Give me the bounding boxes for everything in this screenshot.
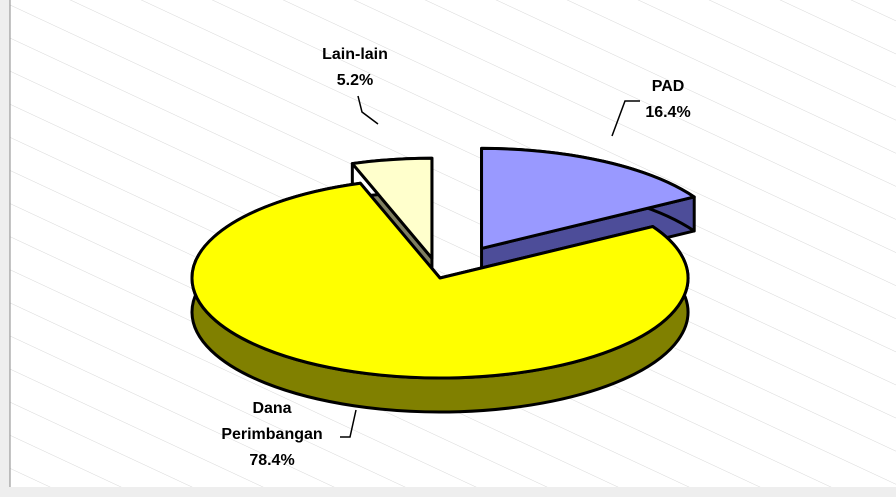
slice [350, 156, 434, 260]
label-name: Lain-lain [322, 46, 388, 63]
data-label: Lain-lain 5.2% [295, 42, 415, 94]
data-label: PAD 16.4% [618, 74, 718, 126]
slice [480, 146, 696, 250]
leader-line [340, 409, 357, 438]
label-value: 5.2% [336, 72, 374, 89]
label-value: 16.4% [645, 104, 691, 121]
data-label: Dana Perimbangan 78.4% [207, 396, 337, 474]
label-name: PAD [651, 78, 685, 95]
leader-line [611, 100, 640, 137]
label-value: 78.4% [249, 452, 295, 469]
plot-background [10, 0, 896, 487]
leader-line [357, 95, 379, 125]
slice [190, 181, 690, 380]
label-name: Dana Perimbangan [221, 400, 323, 443]
